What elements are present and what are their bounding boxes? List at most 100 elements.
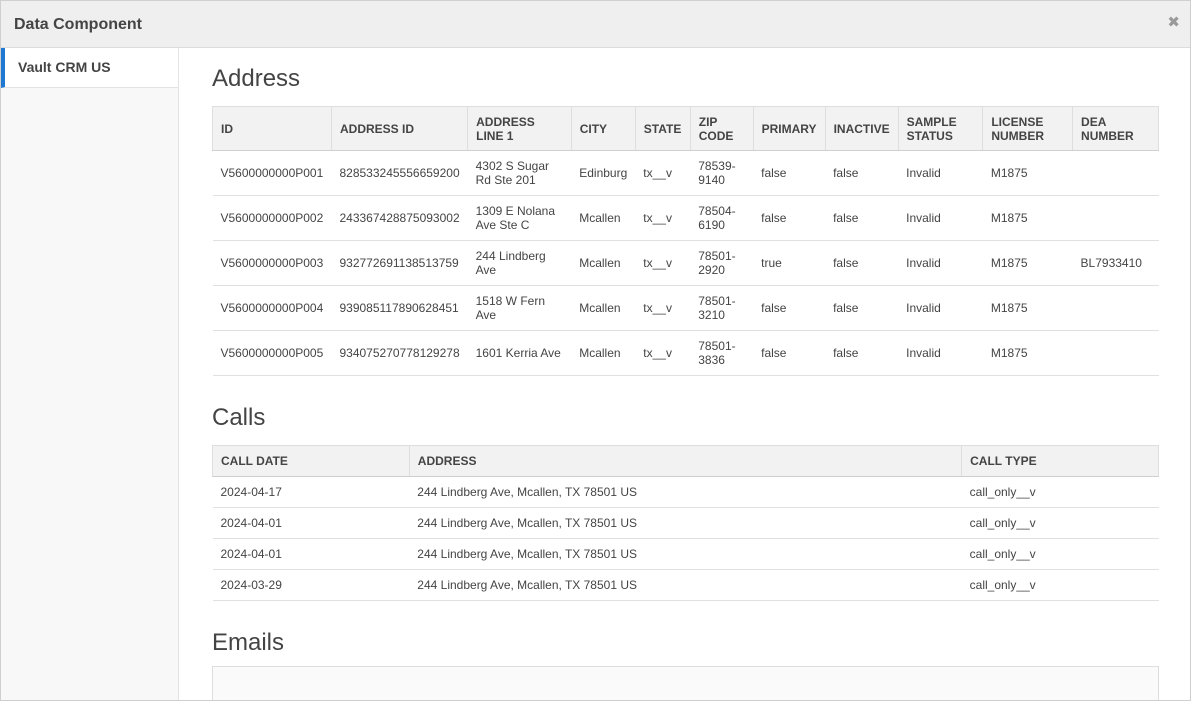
main-content: Address ID ADDRESS ID ADDRESS LINE 1 CIT… bbox=[212, 48, 1159, 700]
table-cell: 939085117890628451 bbox=[331, 285, 468, 331]
table-cell: tx__v bbox=[635, 240, 691, 286]
table-cell: 244 Lindberg Ave, Mcallen, TX 78501 US bbox=[409, 507, 962, 539]
table-cell: 78539-9140 bbox=[690, 150, 754, 196]
table-cell: 244 Lindberg Ave, Mcallen, TX 78501 US bbox=[409, 569, 962, 601]
table-row: V5600000000P005 934075270778129278 1601 … bbox=[212, 330, 1159, 376]
table-cell: 2024-04-01 bbox=[212, 507, 410, 539]
table-cell: tx__v bbox=[635, 285, 691, 331]
table-cell: 932772691138513759 bbox=[331, 240, 468, 286]
table-cell: Edinburg bbox=[571, 150, 636, 196]
table-cell: tx__v bbox=[635, 330, 691, 376]
table-cell: Mcallen bbox=[571, 195, 636, 241]
table-row: 2024-04-17 244 Lindberg Ave, Mcallen, TX… bbox=[212, 476, 1159, 508]
table-cell: Mcallen bbox=[571, 240, 636, 286]
column-header: CALL DATE bbox=[212, 445, 410, 477]
table-cell: Invalid bbox=[898, 195, 983, 241]
column-header: PRIMARY bbox=[752, 106, 826, 151]
table-cell: BL7933410 bbox=[1072, 240, 1159, 286]
calls-heading: Calls bbox=[212, 404, 266, 431]
table-cell: M1875 bbox=[982, 330, 1073, 376]
column-header: CITY bbox=[570, 106, 636, 151]
table-cell: false bbox=[753, 195, 826, 241]
close-icon[interactable]: ✖ bbox=[1167, 14, 1180, 31]
column-header: ID bbox=[212, 106, 332, 151]
table-cell: Invalid bbox=[898, 285, 983, 331]
column-header: INACTIVE bbox=[824, 106, 899, 151]
address-heading: Address bbox=[212, 65, 301, 92]
column-header: DEA NUMBER bbox=[1072, 106, 1159, 151]
table-cell: 934075270778129278 bbox=[331, 330, 468, 376]
table-cell: 2024-04-17 bbox=[212, 476, 410, 508]
table-cell: V5600000000P001 bbox=[212, 150, 332, 196]
emails-heading: Emails bbox=[212, 629, 285, 656]
table-cell: M1875 bbox=[982, 240, 1073, 286]
table-cell: false bbox=[825, 330, 899, 376]
table-cell: M1875 bbox=[982, 195, 1073, 241]
table-cell: false bbox=[825, 240, 899, 286]
table-row: V5600000000P001 828533245556659200 4302 … bbox=[212, 150, 1159, 196]
table-cell: false bbox=[825, 285, 899, 331]
table-cell: M1875 bbox=[982, 285, 1073, 331]
table-cell: call_only__v bbox=[961, 538, 1159, 570]
table-cell: tx__v bbox=[635, 150, 691, 196]
table-row: 2024-04-01 244 Lindberg Ave, Mcallen, TX… bbox=[212, 538, 1159, 570]
table-cell: 1601 Kerria Ave bbox=[467, 330, 572, 376]
table-cell: false bbox=[753, 285, 826, 331]
sidebar-item-vault-crm-us[interactable]: Vault CRM US bbox=[1, 48, 178, 88]
dialog-title: Data Component bbox=[14, 16, 142, 33]
table-cell: 243367428875093002 bbox=[331, 195, 468, 241]
column-header: ADDRESS bbox=[408, 445, 963, 477]
sidebar: Vault CRM US bbox=[1, 48, 179, 700]
table-cell: Mcallen bbox=[571, 285, 636, 331]
table-cell: Invalid bbox=[898, 330, 983, 376]
table-cell: 1309 E Nolana Ave Ste C bbox=[467, 195, 572, 241]
table-cell: 828533245556659200 bbox=[331, 150, 468, 196]
table-cell: true bbox=[753, 240, 826, 286]
table-cell: V5600000000P002 bbox=[212, 195, 332, 241]
table-cell: 4302 S Sugar Rd Ste 201 bbox=[467, 150, 572, 196]
table-row: V5600000000P002 243367428875093002 1309 … bbox=[212, 195, 1159, 241]
table-cell: M1875 bbox=[982, 150, 1073, 196]
table-cell: V5600000000P003 bbox=[212, 240, 332, 286]
table-cell: false bbox=[753, 150, 826, 196]
table-cell: 78501-3210 bbox=[690, 285, 754, 331]
calls-header-row: CALL DATE ADDRESS CALL TYPE bbox=[212, 445, 1159, 477]
table-cell: Invalid bbox=[898, 240, 983, 286]
table-row: 2024-03-29 244 Lindberg Ave, Mcallen, TX… bbox=[212, 569, 1159, 601]
table-cell bbox=[1072, 150, 1159, 196]
table-cell bbox=[1072, 285, 1159, 331]
table-cell: Invalid bbox=[898, 150, 983, 196]
calls-table: CALL DATE ADDRESS CALL TYPE 2024-04-17 2… bbox=[212, 445, 1159, 601]
table-cell: false bbox=[753, 330, 826, 376]
table-cell: 78501-3836 bbox=[690, 330, 754, 376]
table-cell: 2024-03-29 bbox=[212, 569, 410, 601]
address-table: ID ADDRESS ID ADDRESS LINE 1 CITY STATE … bbox=[212, 106, 1159, 376]
address-header-row: ID ADDRESS ID ADDRESS LINE 1 CITY STATE … bbox=[212, 106, 1159, 151]
column-header: LICENSE NUMBER bbox=[982, 106, 1074, 151]
table-cell: call_only__v bbox=[961, 507, 1159, 539]
table-cell: 244 Lindberg Ave, Mcallen, TX 78501 US bbox=[409, 476, 962, 508]
column-header: ADDRESS LINE 1 bbox=[467, 106, 572, 151]
table-cell: false bbox=[825, 150, 899, 196]
table-row: V5600000000P003 932772691138513759 244 L… bbox=[212, 240, 1159, 286]
table-cell: V5600000000P004 bbox=[212, 285, 332, 331]
table-cell bbox=[1072, 330, 1159, 376]
column-header: STATE bbox=[634, 106, 691, 151]
table-cell: 78501-2920 bbox=[690, 240, 754, 286]
table-cell: call_only__v bbox=[961, 476, 1159, 508]
table-cell: Mcallen bbox=[571, 330, 636, 376]
table-cell: 244 Lindberg Ave, Mcallen, TX 78501 US bbox=[409, 538, 962, 570]
table-cell: 1518 W Fern Ave bbox=[467, 285, 572, 331]
column-header: ADDRESS ID bbox=[330, 106, 469, 151]
table-cell: tx__v bbox=[635, 195, 691, 241]
column-header: ZIP CODE bbox=[689, 106, 754, 151]
emails-panel bbox=[212, 666, 1159, 700]
dialog-header: Data Component ✖ bbox=[1, 1, 1190, 48]
table-cell: 2024-04-01 bbox=[212, 538, 410, 570]
table-row: V5600000000P004 939085117890628451 1518 … bbox=[212, 285, 1159, 331]
table-cell: V5600000000P005 bbox=[212, 330, 332, 376]
table-cell: call_only__v bbox=[961, 569, 1159, 601]
table-cell: false bbox=[825, 195, 899, 241]
column-header: CALL TYPE bbox=[961, 445, 1159, 477]
